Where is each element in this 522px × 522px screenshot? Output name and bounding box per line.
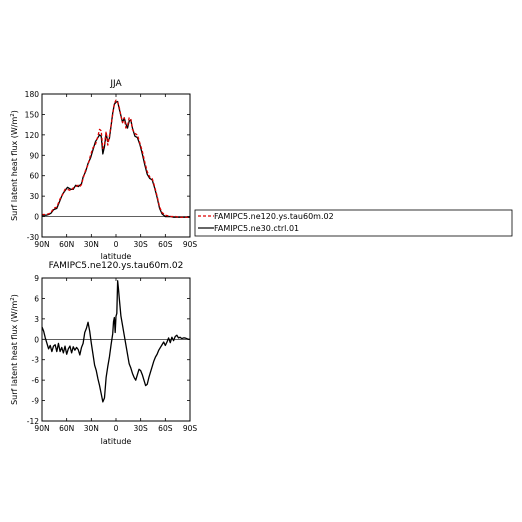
legend-box bbox=[194, 209, 513, 237]
x-tick-label: 60S bbox=[158, 424, 173, 433]
x-tick-label: 30N bbox=[84, 240, 99, 249]
series-lines bbox=[41, 280, 190, 403]
y-tick-label: -3 bbox=[32, 356, 40, 365]
y-tick-label: 9 bbox=[34, 274, 39, 283]
y-tick-label: -6 bbox=[32, 376, 40, 385]
x-tick-label: 60N bbox=[59, 240, 74, 249]
y-tick-label: 6 bbox=[34, 294, 39, 303]
x-tick-label: 90N bbox=[34, 424, 49, 433]
x-tick-label: 90S bbox=[183, 424, 198, 433]
chart-title-diff: FAMIPC5.ne120.ys.tau60m.02 bbox=[49, 261, 184, 271]
y-tick-label: -30 bbox=[27, 233, 39, 242]
y-tick-labels: -30 0 30 60 90 120 150 180 bbox=[25, 90, 40, 242]
x-tick-labels: 90N 60N 30N 0 30S 60S 90S bbox=[34, 424, 197, 433]
y-tick-label: 90 bbox=[29, 151, 39, 160]
y-tick-label: 30 bbox=[29, 192, 39, 201]
x-tick-label: 0 bbox=[114, 240, 119, 249]
x-tick-label: 30S bbox=[134, 424, 149, 433]
legend: FAMIPC5.ne120.ys.tau60m.02 FAMIPC5.ne30.… bbox=[194, 209, 513, 237]
panel-bottom: FAMIPC5.ne120.ys.tau60m.02 -12 -9 -6 -3 0 3 6 9… bbox=[10, 261, 197, 446]
y-axis-label: Surf latent heat flux (W/m2) bbox=[10, 294, 19, 405]
x-axis-label: latitude bbox=[101, 437, 132, 446]
series-line-1 bbox=[42, 99, 190, 218]
legend-label-series-2: FAMIPC5.ne30.ctrl.01 bbox=[214, 224, 299, 233]
x-tick-label: 90S bbox=[183, 240, 198, 249]
y-tick-label: 180 bbox=[25, 90, 40, 99]
x-axis-label: latitude bbox=[101, 252, 132, 261]
y-tick-label: 150 bbox=[25, 110, 40, 119]
x-tick-label: 0 bbox=[114, 424, 119, 433]
legend-label-series-1: FAMIPC5.ne120.ys.tau60m.02 bbox=[214, 212, 334, 221]
y-tick-label: 60 bbox=[29, 172, 39, 181]
plot-frame bbox=[41, 93, 191, 238]
x-tick-label: 60S bbox=[158, 240, 173, 249]
y-tick-label: -9 bbox=[32, 397, 40, 406]
y-tick-label: -12 bbox=[27, 417, 39, 426]
y-tick-label: 3 bbox=[34, 315, 39, 324]
x-tick-label: 60N bbox=[59, 424, 74, 433]
x-tick-label: 90N bbox=[34, 240, 49, 249]
y-axis-label: Surf latent heat flux (W/m2) bbox=[10, 110, 19, 221]
y-tick-label: 0 bbox=[34, 213, 39, 222]
y-tick-label: 120 bbox=[25, 131, 40, 140]
plot-frame bbox=[41, 277, 191, 422]
chart-title: JJA bbox=[109, 79, 122, 89]
series-lines bbox=[42, 99, 190, 218]
x-tick-labels: 90N 60N 30N 0 30S 60S 90S bbox=[34, 240, 197, 249]
series-line-1 bbox=[41, 280, 190, 403]
y-tick-labels: -12 -9 -6 -3 0 3 6 9 bbox=[27, 274, 39, 426]
panel-top: JJA -30 0 30 60 90 120 150 180 90N 60N 30N 0 30S 60S… bbox=[10, 79, 197, 261]
x-tick-label: 30N bbox=[84, 424, 99, 433]
y-tick-label: 0 bbox=[34, 335, 39, 344]
series-line-2 bbox=[42, 100, 190, 218]
x-tick-label: 30S bbox=[134, 240, 149, 249]
